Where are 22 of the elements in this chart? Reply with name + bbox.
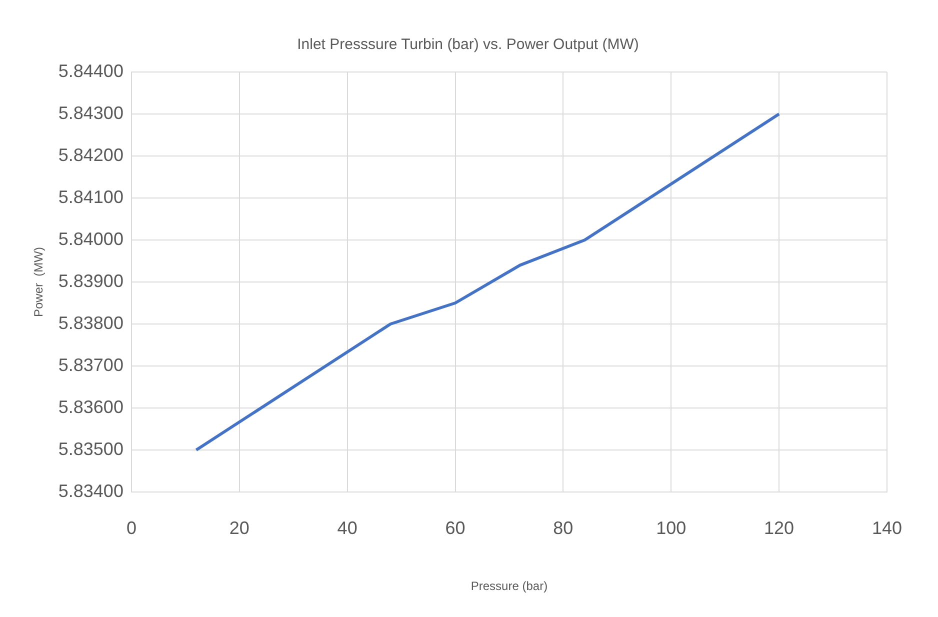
- y-axis-title: Power (MW): [32, 247, 46, 317]
- y-tick-label: 5.83400: [58, 480, 124, 501]
- x-tick-label: 60: [445, 518, 466, 538]
- y-tick-label: 5.84100: [58, 186, 124, 207]
- x-tick-label: 20: [229, 518, 250, 538]
- y-tick-label: 5.83900: [58, 270, 124, 291]
- y-tick-label: 5.84000: [58, 228, 124, 249]
- y-tick-label: 5.84300: [58, 102, 124, 123]
- x-tick-label: 80: [553, 518, 574, 538]
- y-tick-label: 5.83500: [58, 438, 124, 459]
- x-tick-label: 120: [764, 518, 794, 538]
- y-tick-label: 5.83700: [58, 354, 124, 375]
- x-axis-title: Pressure (bar): [470, 579, 548, 594]
- y-tick-label: 5.83800: [58, 312, 124, 333]
- x-tick-label: 0: [126, 518, 136, 538]
- x-tick-label: 100: [656, 518, 686, 538]
- y-tick-label: 5.84400: [58, 60, 124, 81]
- y-tick-label: 5.84200: [58, 144, 124, 165]
- y-tick-label: 5.83600: [58, 396, 124, 417]
- x-tick-label: 140: [872, 518, 902, 538]
- x-tick-label: 40: [337, 518, 358, 538]
- chart-title: Inlet Presssure Turbin (bar) vs. Power Output (MW): [297, 36, 639, 54]
